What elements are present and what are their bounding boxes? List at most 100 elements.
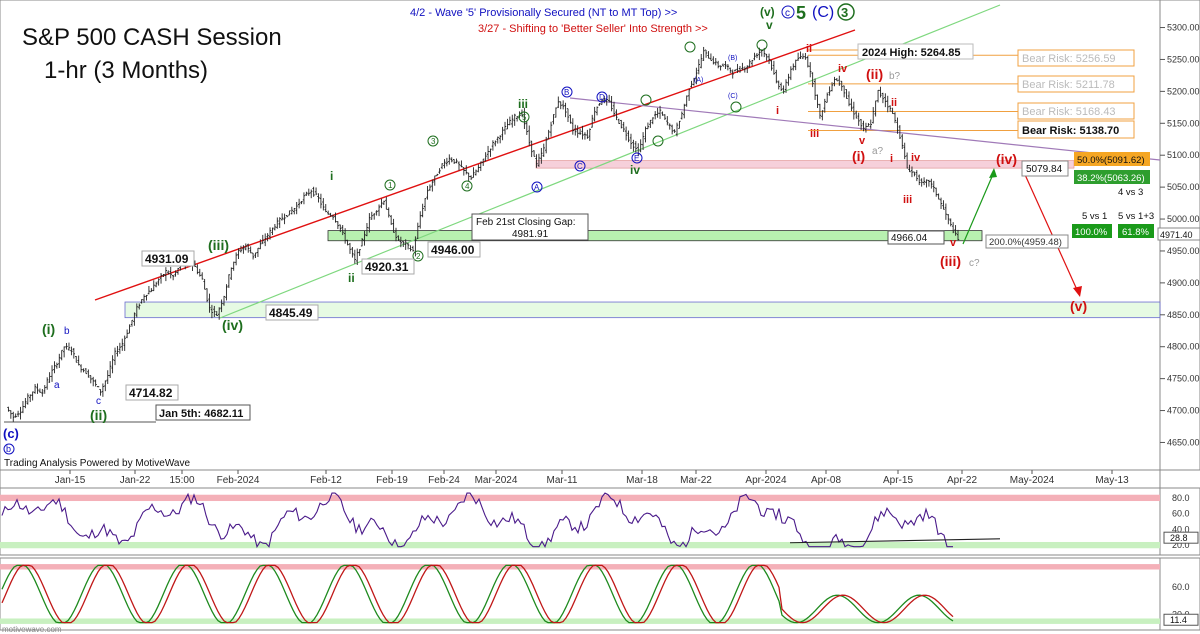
rsi-indicator: 20.0 40.0 60.0 80.0 28.8 <box>0 492 1199 550</box>
wave-label: (iv) <box>222 317 243 333</box>
time-tick-label: Feb-12 <box>310 475 342 486</box>
wave-label: (B) <box>728 55 737 62</box>
green-zone-lower <box>124 301 1161 319</box>
wave-label: iii <box>903 194 912 206</box>
wave-label: b <box>6 444 11 454</box>
wave-label: a? <box>872 146 884 157</box>
price-4946-label: 4946.00 <box>431 243 475 257</box>
price-tick-label: 4850.00 <box>1167 310 1200 320</box>
rsi-trendline <box>789 538 1001 544</box>
time-tick-label: May-13 <box>1095 475 1129 486</box>
gap-value: 4981.91 <box>512 229 549 240</box>
bear-risk-label: Bear Risk: 5138.70 <box>1022 125 1119 137</box>
price-4714-label: 4714.82 <box>129 386 173 400</box>
rsi-last-value: 28.8 <box>1170 533 1188 543</box>
bear-risk-label: Bear Risk: 5256.59 <box>1022 53 1116 65</box>
circled-numbers: 1 2 3 4 5 <box>384 39 768 262</box>
price-tick-label: 5150.00 <box>1167 118 1200 128</box>
upper-channel-line <box>94 29 856 301</box>
fib-200-label: 200.0%(4959.48) <box>989 237 1062 248</box>
vs-4-3-label: 4 vs 3 <box>1118 187 1143 198</box>
fib-618-label: 61.8% <box>1122 227 1149 238</box>
wave-label-circle <box>837 3 855 21</box>
stoch-d-line <box>1 564 954 624</box>
time-tick-label: 15:00 <box>169 475 194 486</box>
time-tick-label: Apr-22 <box>947 475 977 486</box>
wave-label: ii <box>348 271 355 285</box>
credit-text: Trading Analysis Powered by MotiveWave <box>4 458 190 469</box>
wave-label: 3 <box>841 5 848 20</box>
time-tick-label: Mar-18 <box>626 475 658 486</box>
annotation-boxes: 2024 High: 5264.85 Bear Risk: 5256.59 Be… <box>125 43 1200 421</box>
price-tick-label: 5300.00 <box>1167 23 1200 33</box>
note-red: 3/27 - Shifting to 'Better Seller' Into … <box>478 23 708 35</box>
time-tick-label: Mar-2024 <box>475 475 518 486</box>
stoch-overbought-band <box>0 564 1160 570</box>
wave-label: iii <box>518 97 528 111</box>
chart-title-line1: S&P 500 CASH Session <box>22 24 282 51</box>
wave-label: b <box>64 326 70 337</box>
wave-label: (iii) <box>208 237 229 253</box>
rsi-oversold-band <box>0 541 1160 549</box>
wave-label: (ii) <box>866 66 883 82</box>
time-tick-label: Feb-19 <box>376 475 408 486</box>
arrow-head <box>989 168 997 178</box>
rsi-overbought-band <box>0 494 1160 502</box>
wave-label: (C) <box>812 4 834 21</box>
wave-label: v <box>950 237 957 249</box>
fib-382-label: 38.2%(5063.26) <box>1077 173 1145 184</box>
wave-label: c <box>96 396 101 407</box>
price-tick-label: 5000.00 <box>1167 214 1200 224</box>
level-5079-label: 5079.84 <box>1026 164 1063 175</box>
time-axis-ticks: Jan-15 Jan-22 15:00 Feb-2024 Feb-12 Feb-19 Feb… <box>55 470 1129 486</box>
time-tick-label: Mar-22 <box>680 475 712 486</box>
wave-label: (A) <box>694 77 703 84</box>
price-tick-label: 4800.00 <box>1167 342 1200 352</box>
zones <box>4 49 1161 423</box>
wave-label: iv <box>838 63 848 75</box>
wave-label: (c) <box>3 426 19 441</box>
wave-label: (iii) <box>940 253 961 269</box>
price-axis-ticks: 4650.00 4700.00 4750.00 4800.00 4850.00 4900.… <box>1160 23 1200 447</box>
price-tick-label: 5050.00 <box>1167 182 1200 192</box>
rsi-axis <box>1159 487 1200 556</box>
stoch-last-value: 11.4 <box>1170 615 1187 625</box>
rsi-tick-label: 20.0 <box>1172 540 1190 550</box>
fib-50-label: 50.0%(5091.62) <box>1077 155 1145 166</box>
time-tick-label: Mar-11 <box>547 475 578 486</box>
price-tick-label: 4750.00 <box>1167 374 1200 384</box>
price-tick-label: 4650.00 <box>1167 437 1200 447</box>
wave-label: b? <box>889 71 901 82</box>
green-zone-gap <box>327 230 983 242</box>
wave-label: 5 <box>796 3 806 23</box>
wave-label: i <box>330 169 333 183</box>
wave-label: i <box>890 153 893 165</box>
projection-arrow-up <box>962 171 995 245</box>
time-tick-label: Apr-2024 <box>745 475 787 486</box>
watermark: motivewave.com <box>2 625 62 634</box>
bear-risk-label: Bear Risk: 5211.78 <box>1022 79 1115 91</box>
pink-zone <box>535 160 1075 169</box>
high-2024-label: 2024 High: 5264.85 <box>862 47 960 59</box>
wave-label: (i) <box>852 148 865 164</box>
price-tick-label: 4950.00 <box>1167 246 1200 256</box>
time-tick-label: Feb-24 <box>428 475 460 486</box>
wave-label: (v) <box>760 5 775 19</box>
wave-label: B <box>564 88 569 97</box>
wave-label-circle <box>781 5 795 19</box>
wave-label: iv <box>911 152 921 164</box>
wave-label: v <box>859 135 866 147</box>
wave-label-circle <box>3 443 15 455</box>
price-tick-label: 5100.00 <box>1167 150 1200 160</box>
wave-label: (C) <box>728 93 738 100</box>
wave-label: iii <box>810 128 819 140</box>
rsi-line <box>1 492 953 549</box>
wave-label: a <box>54 380 60 391</box>
gap-label: Feb 21st Closing Gap: <box>476 217 576 228</box>
stoch-tick-label: 60.0 <box>1172 582 1190 592</box>
rsi-tick-label: 40.0 <box>1172 524 1190 534</box>
jan5-label: Jan 5th: 4682.11 <box>159 408 243 420</box>
time-tick-label: Jan-15 <box>55 475 86 486</box>
price-tick-label: 5200.00 <box>1167 86 1200 96</box>
